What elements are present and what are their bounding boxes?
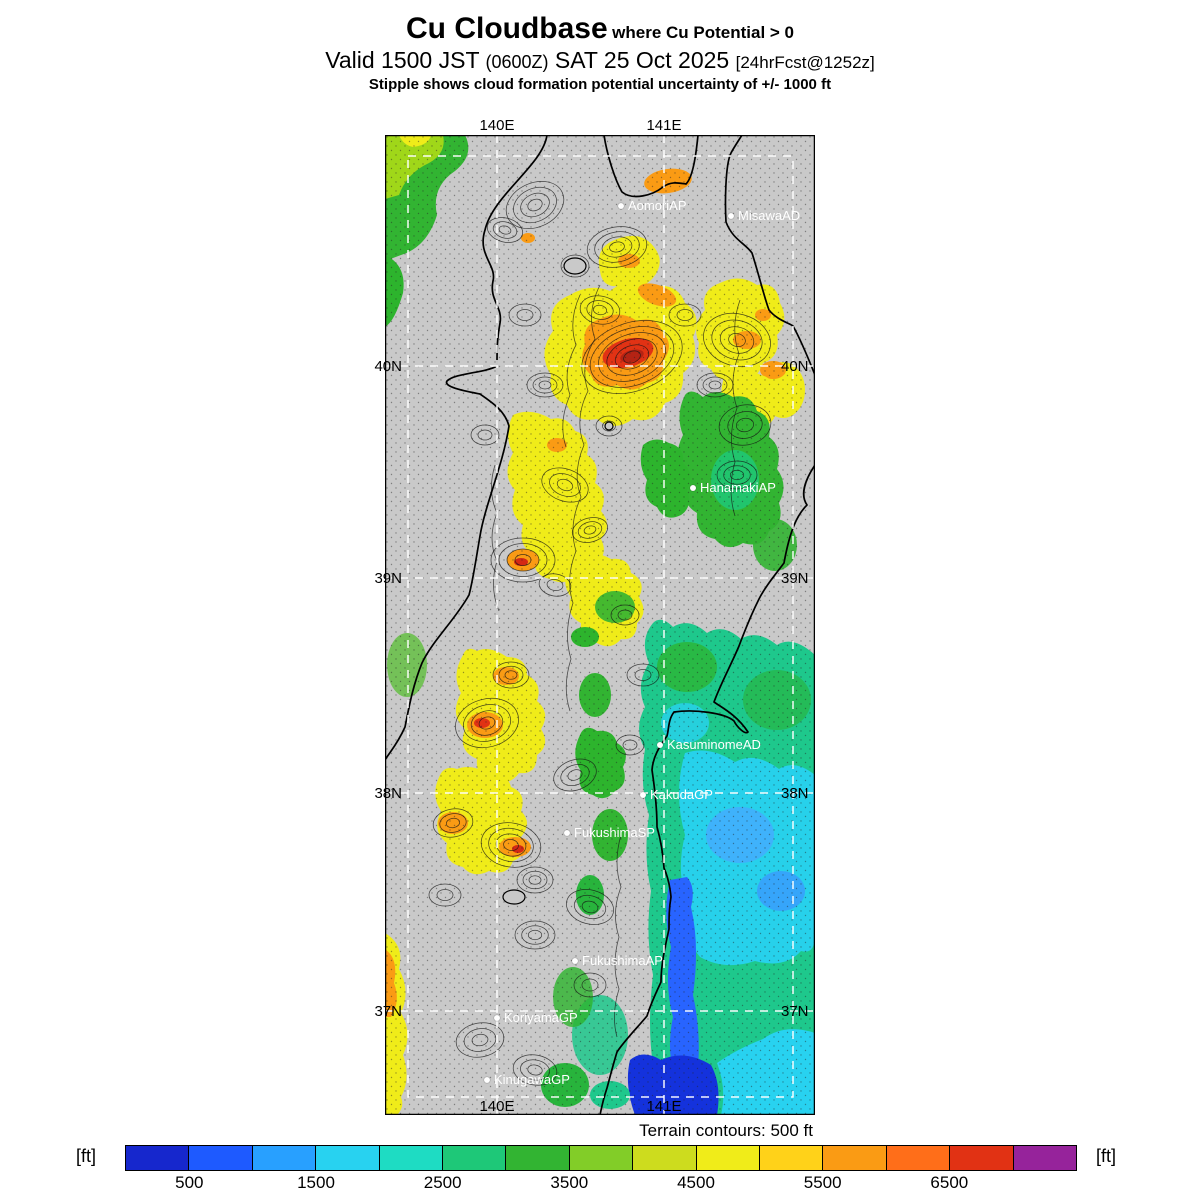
colorbar-tick-label: 3500 (550, 1173, 589, 1192)
colorbar-tick-label: 6500 (930, 1173, 969, 1192)
grid-label-right-37n: 37N (781, 1003, 809, 1020)
colorbar-tick-label: 5500 (803, 1173, 842, 1192)
grid-label-left-40n: 40N (374, 358, 402, 375)
coastline (385, 135, 815, 1115)
colorbar-segment (569, 1146, 634, 1170)
colorbar-segment (189, 1146, 253, 1170)
colorbar-tick-label: 4500 (677, 1173, 715, 1192)
colorbar-unit-left: [ft] (76, 1146, 97, 1166)
colorbar-segment (823, 1146, 887, 1170)
colorbar-segment (506, 1146, 570, 1170)
colorbar-segment (696, 1146, 761, 1170)
terrain-contours (428, 180, 772, 1086)
valid-prefix: Valid 1500 JST (325, 47, 480, 73)
colorbar-segment (126, 1146, 190, 1170)
map-frame (385, 135, 815, 1115)
grid-label-left-38n: 38N (374, 785, 402, 802)
header: Cu Cloudbase where Cu Potential > 0 Vali… (0, 12, 1200, 93)
grid-label-right-38n: 38N (781, 785, 809, 802)
grid-label-top-141e: 141E (646, 117, 682, 134)
grid-label-top-140e: 140E (479, 117, 515, 134)
colorbar-segment (316, 1146, 380, 1170)
stipple-overlay (385, 135, 815, 1115)
grid-label-left-39n: 39N (374, 570, 402, 587)
colorbar: 500 1500 2500 3500 4500 5500 6500 (125, 1145, 1077, 1192)
colorbar-segment (443, 1146, 507, 1170)
colorbar-tick-label: 1500 (297, 1173, 335, 1192)
lake-inawashiro (502, 889, 526, 905)
grid-label-bottom-141e: 141E (646, 1098, 682, 1115)
title-line: Cu Cloudbase where Cu Potential > 0 (0, 12, 1200, 46)
lake-tazawa (604, 421, 614, 431)
lake-towada (563, 257, 587, 275)
colorbar-segment (1013, 1146, 1077, 1170)
colorbar-segment (760, 1146, 824, 1170)
colorbar-segment (252, 1146, 317, 1170)
stipple-subtitle: Stipple shows cloud formation potential … (368, 76, 832, 93)
grid-label-right-40n: 40N (781, 358, 809, 375)
valid-fcst: [24hrFcst@1252z] (735, 53, 875, 72)
colorbar-segment (886, 1146, 951, 1170)
map-canvas (385, 135, 815, 1115)
title-note: where Cu Potential > 0 (612, 23, 794, 42)
colorbar-segment (950, 1146, 1014, 1170)
grid-label-right-39n: 39N (781, 570, 809, 587)
valid-zulu: (0600Z) (485, 52, 549, 72)
grid-label-left-37n: 37N (374, 1003, 402, 1020)
page-title: Cu Cloudbase (406, 12, 608, 45)
terrain-note: Terrain contours: 500 ft (639, 1121, 813, 1140)
map-panel (385, 135, 815, 1115)
colorbar-tick-label: 500 (175, 1173, 204, 1192)
colorbar-segment (633, 1146, 697, 1170)
valid-date: SAT 25 Oct 2025 (554, 47, 730, 73)
colorbar-unit-right: [ft] (1096, 1146, 1117, 1166)
colorbar-tick-labels: 500 1500 2500 3500 4500 5500 6500 (126, 1173, 1076, 1195)
grid-label-bottom-140e: 140E (479, 1098, 515, 1115)
valid-line: Valid 1500 JST (0600Z) SAT 25 Oct 2025 [… (0, 47, 1200, 74)
colorbar-segment (379, 1146, 444, 1170)
colorbar-segments (126, 1146, 1077, 1170)
latlon-grid (385, 135, 815, 1115)
colorbar-tick-label: 2500 (423, 1173, 462, 1192)
